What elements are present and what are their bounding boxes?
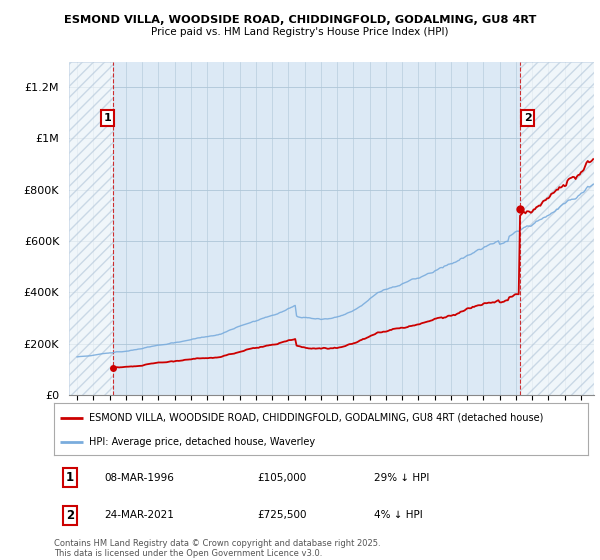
Text: 08-MAR-1996: 08-MAR-1996 bbox=[105, 473, 175, 483]
Text: 1: 1 bbox=[104, 113, 112, 123]
Text: HPI: Average price, detached house, Waverley: HPI: Average price, detached house, Wave… bbox=[89, 437, 315, 447]
Text: 29% ↓ HPI: 29% ↓ HPI bbox=[374, 473, 430, 483]
Text: 4% ↓ HPI: 4% ↓ HPI bbox=[374, 510, 423, 520]
Text: 1: 1 bbox=[66, 472, 74, 484]
Text: Price paid vs. HM Land Registry's House Price Index (HPI): Price paid vs. HM Land Registry's House … bbox=[151, 27, 449, 38]
Text: 24-MAR-2021: 24-MAR-2021 bbox=[105, 510, 175, 520]
Text: ESMOND VILLA, WOODSIDE ROAD, CHIDDINGFOLD, GODALMING, GU8 4RT: ESMOND VILLA, WOODSIDE ROAD, CHIDDINGFOL… bbox=[64, 15, 536, 25]
Text: £105,000: £105,000 bbox=[257, 473, 306, 483]
Text: ESMOND VILLA, WOODSIDE ROAD, CHIDDINGFOLD, GODALMING, GU8 4RT (detached house): ESMOND VILLA, WOODSIDE ROAD, CHIDDINGFOL… bbox=[89, 413, 543, 423]
Text: Contains HM Land Registry data © Crown copyright and database right 2025.
This d: Contains HM Land Registry data © Crown c… bbox=[54, 539, 380, 558]
Text: 2: 2 bbox=[66, 508, 74, 522]
Text: 2: 2 bbox=[524, 113, 532, 123]
Text: £725,500: £725,500 bbox=[257, 510, 307, 520]
